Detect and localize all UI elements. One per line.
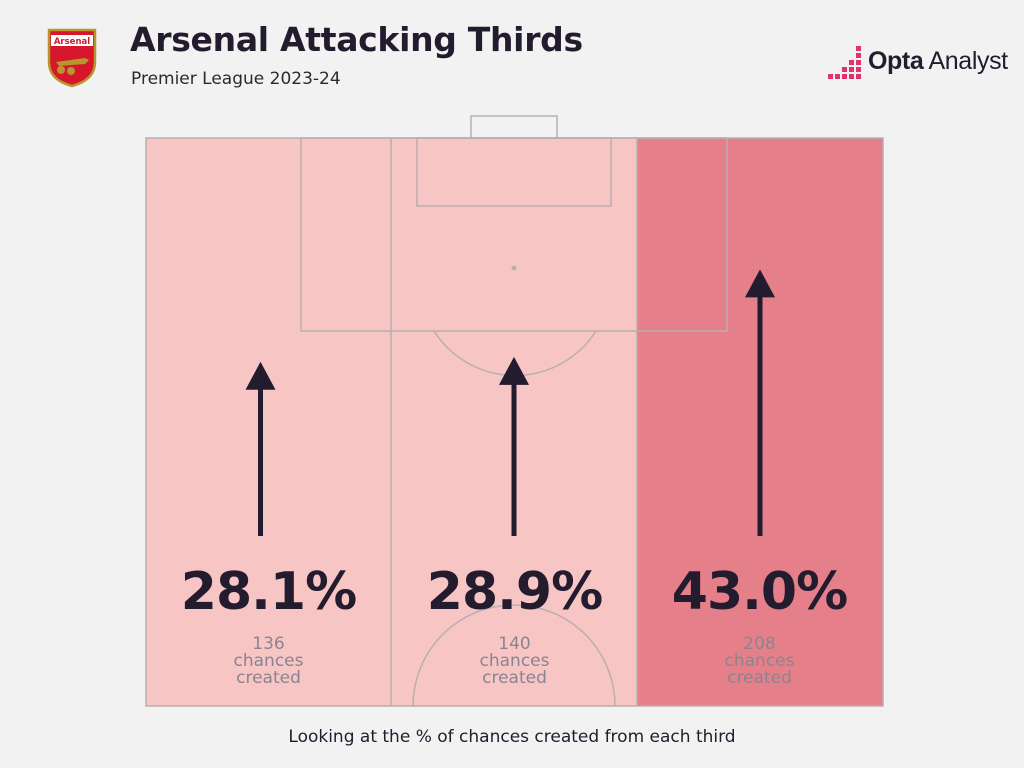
- penalty-spot: [511, 265, 517, 271]
- goal: [470, 115, 558, 139]
- percent-label-left: 28.1%: [180, 562, 357, 622]
- count-unit-1: chances: [479, 651, 550, 671]
- svg-text:Arsenal: Arsenal: [54, 37, 90, 47]
- arrow-left: [245, 361, 276, 536]
- chart-title: Arsenal Attacking Thirds: [130, 20, 583, 59]
- count-value: 208: [743, 634, 776, 654]
- count-value: 140: [498, 634, 531, 654]
- count-unit-1: chances: [724, 651, 795, 671]
- percent-label-right: 43.0%: [671, 562, 848, 622]
- center-circle-arc: [412, 604, 616, 707]
- count-label-right: 208 chances created: [637, 636, 882, 687]
- chart-caption: Looking at the % of chances created from…: [288, 727, 736, 747]
- arsenal-crest-logo: Arsenal: [47, 28, 97, 88]
- opta-analyst-logo: Opta Analyst: [828, 44, 1018, 80]
- count-unit-2: created: [236, 668, 301, 688]
- arrow-central: [499, 356, 529, 536]
- count-unit-2: created: [727, 668, 792, 688]
- count-label-central: 140 chances created: [392, 636, 637, 687]
- count-unit-1: chances: [233, 651, 304, 671]
- third-zone-left: [146, 138, 391, 706]
- count-label-left: 136 chances created: [146, 636, 391, 687]
- count-unit-2: created: [482, 668, 547, 688]
- brand-regular: Analyst: [928, 47, 1009, 75]
- count-value: 136: [252, 634, 285, 654]
- opta-bars-icon: [828, 46, 861, 79]
- brand-bold: Opta: [868, 47, 924, 75]
- arrow-right: [745, 269, 775, 536]
- percent-label-central: 28.9%: [426, 562, 603, 622]
- chart-subtitle: Premier League 2023-24: [131, 69, 341, 89]
